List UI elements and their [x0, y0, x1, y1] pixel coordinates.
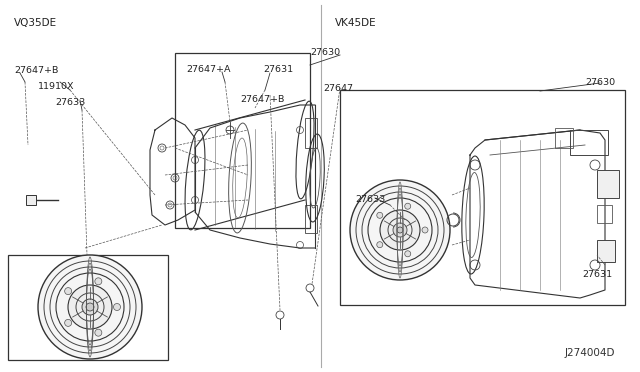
- Circle shape: [95, 329, 102, 336]
- Bar: [340, 90, 625, 305]
- Bar: [305, 118, 317, 148]
- Text: 27647+B: 27647+B: [14, 66, 58, 75]
- Bar: [8, 255, 168, 360]
- Bar: [26, 195, 36, 205]
- Text: 27647+B: 27647+B: [240, 95, 284, 104]
- Text: VQ35DE: VQ35DE: [14, 18, 57, 28]
- Bar: [175, 53, 310, 228]
- Text: 27631: 27631: [263, 65, 293, 74]
- Circle shape: [377, 212, 383, 218]
- Circle shape: [422, 227, 428, 233]
- Text: J274004D: J274004D: [564, 348, 615, 358]
- Text: 27633: 27633: [355, 195, 385, 204]
- Circle shape: [404, 251, 411, 257]
- Text: 11910X: 11910X: [38, 82, 74, 91]
- Text: 27647: 27647: [323, 84, 353, 93]
- Circle shape: [380, 210, 420, 250]
- Circle shape: [65, 288, 72, 295]
- Circle shape: [397, 227, 403, 233]
- Circle shape: [95, 278, 102, 285]
- Circle shape: [350, 180, 450, 280]
- Bar: [305, 205, 317, 233]
- Text: VK45DE: VK45DE: [335, 18, 376, 28]
- Circle shape: [82, 299, 98, 315]
- Circle shape: [377, 242, 383, 248]
- Circle shape: [68, 285, 112, 329]
- Text: 27647+A: 27647+A: [186, 65, 230, 74]
- Bar: [597, 240, 615, 262]
- Circle shape: [65, 320, 72, 326]
- Bar: [555, 128, 573, 148]
- Bar: [597, 170, 619, 198]
- Circle shape: [393, 223, 407, 237]
- Circle shape: [113, 304, 120, 311]
- Text: 27633: 27633: [55, 98, 85, 107]
- Text: 27630: 27630: [310, 48, 340, 57]
- Text: 27630: 27630: [585, 78, 615, 87]
- Circle shape: [86, 303, 94, 311]
- Circle shape: [404, 203, 411, 209]
- Bar: [597, 205, 612, 223]
- Circle shape: [38, 255, 142, 359]
- Text: 27631: 27631: [582, 270, 612, 279]
- Bar: [570, 130, 608, 155]
